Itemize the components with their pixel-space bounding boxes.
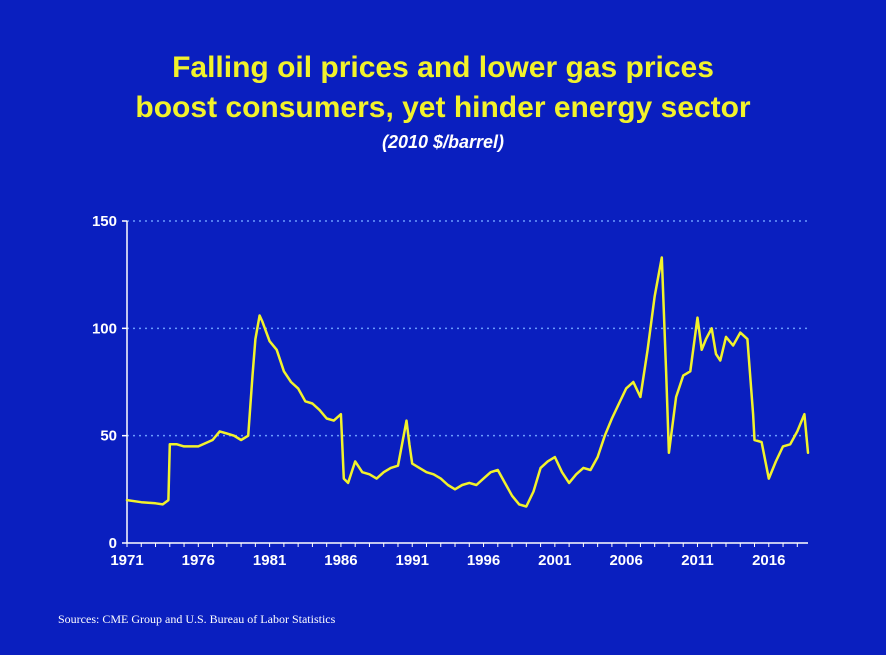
x-tick-label-1971: 1971	[110, 552, 143, 569]
x-tick-label-2016: 2016	[752, 552, 785, 569]
x-tick-label-1986: 1986	[324, 552, 357, 569]
source-note: Sources: CME Group and U.S. Bureau of La…	[58, 612, 336, 626]
x-tick-label-2011: 2011	[681, 552, 714, 569]
y-tick-label-150: 150	[92, 213, 117, 230]
series-line-0	[125, 256, 810, 508]
y-tick-label-100: 100	[92, 320, 117, 337]
x-tick-label-2006: 2006	[609, 552, 642, 569]
series-layer	[125, 256, 810, 508]
chart-title: Falling oil prices and lower gas prices …	[0, 48, 886, 128]
x-tick-label-2001: 2001	[538, 552, 571, 569]
chart-title-line-2: boost consumers, yet hinder energy secto…	[135, 91, 751, 124]
x-tick-label-1981: 1981	[253, 552, 286, 569]
x-tick-label-1996: 1996	[467, 552, 500, 569]
chart-title-line-1: Falling oil prices and lower gas prices	[172, 51, 714, 84]
y-tick-label-0: 0	[109, 535, 117, 552]
y-tick-label-50: 50	[100, 428, 117, 445]
x-tick-label-1976: 1976	[182, 552, 215, 569]
gridlines	[127, 220, 808, 437]
x-tick-label-1991: 1991	[396, 552, 429, 569]
tick-labels: 0 50 100 150 1971 1976 1981 1986 1991 1996 2001 200…	[92, 213, 785, 569]
chart-subtitle: (2010 $/barrel)	[381, 132, 505, 152]
axes	[122, 220, 808, 547]
